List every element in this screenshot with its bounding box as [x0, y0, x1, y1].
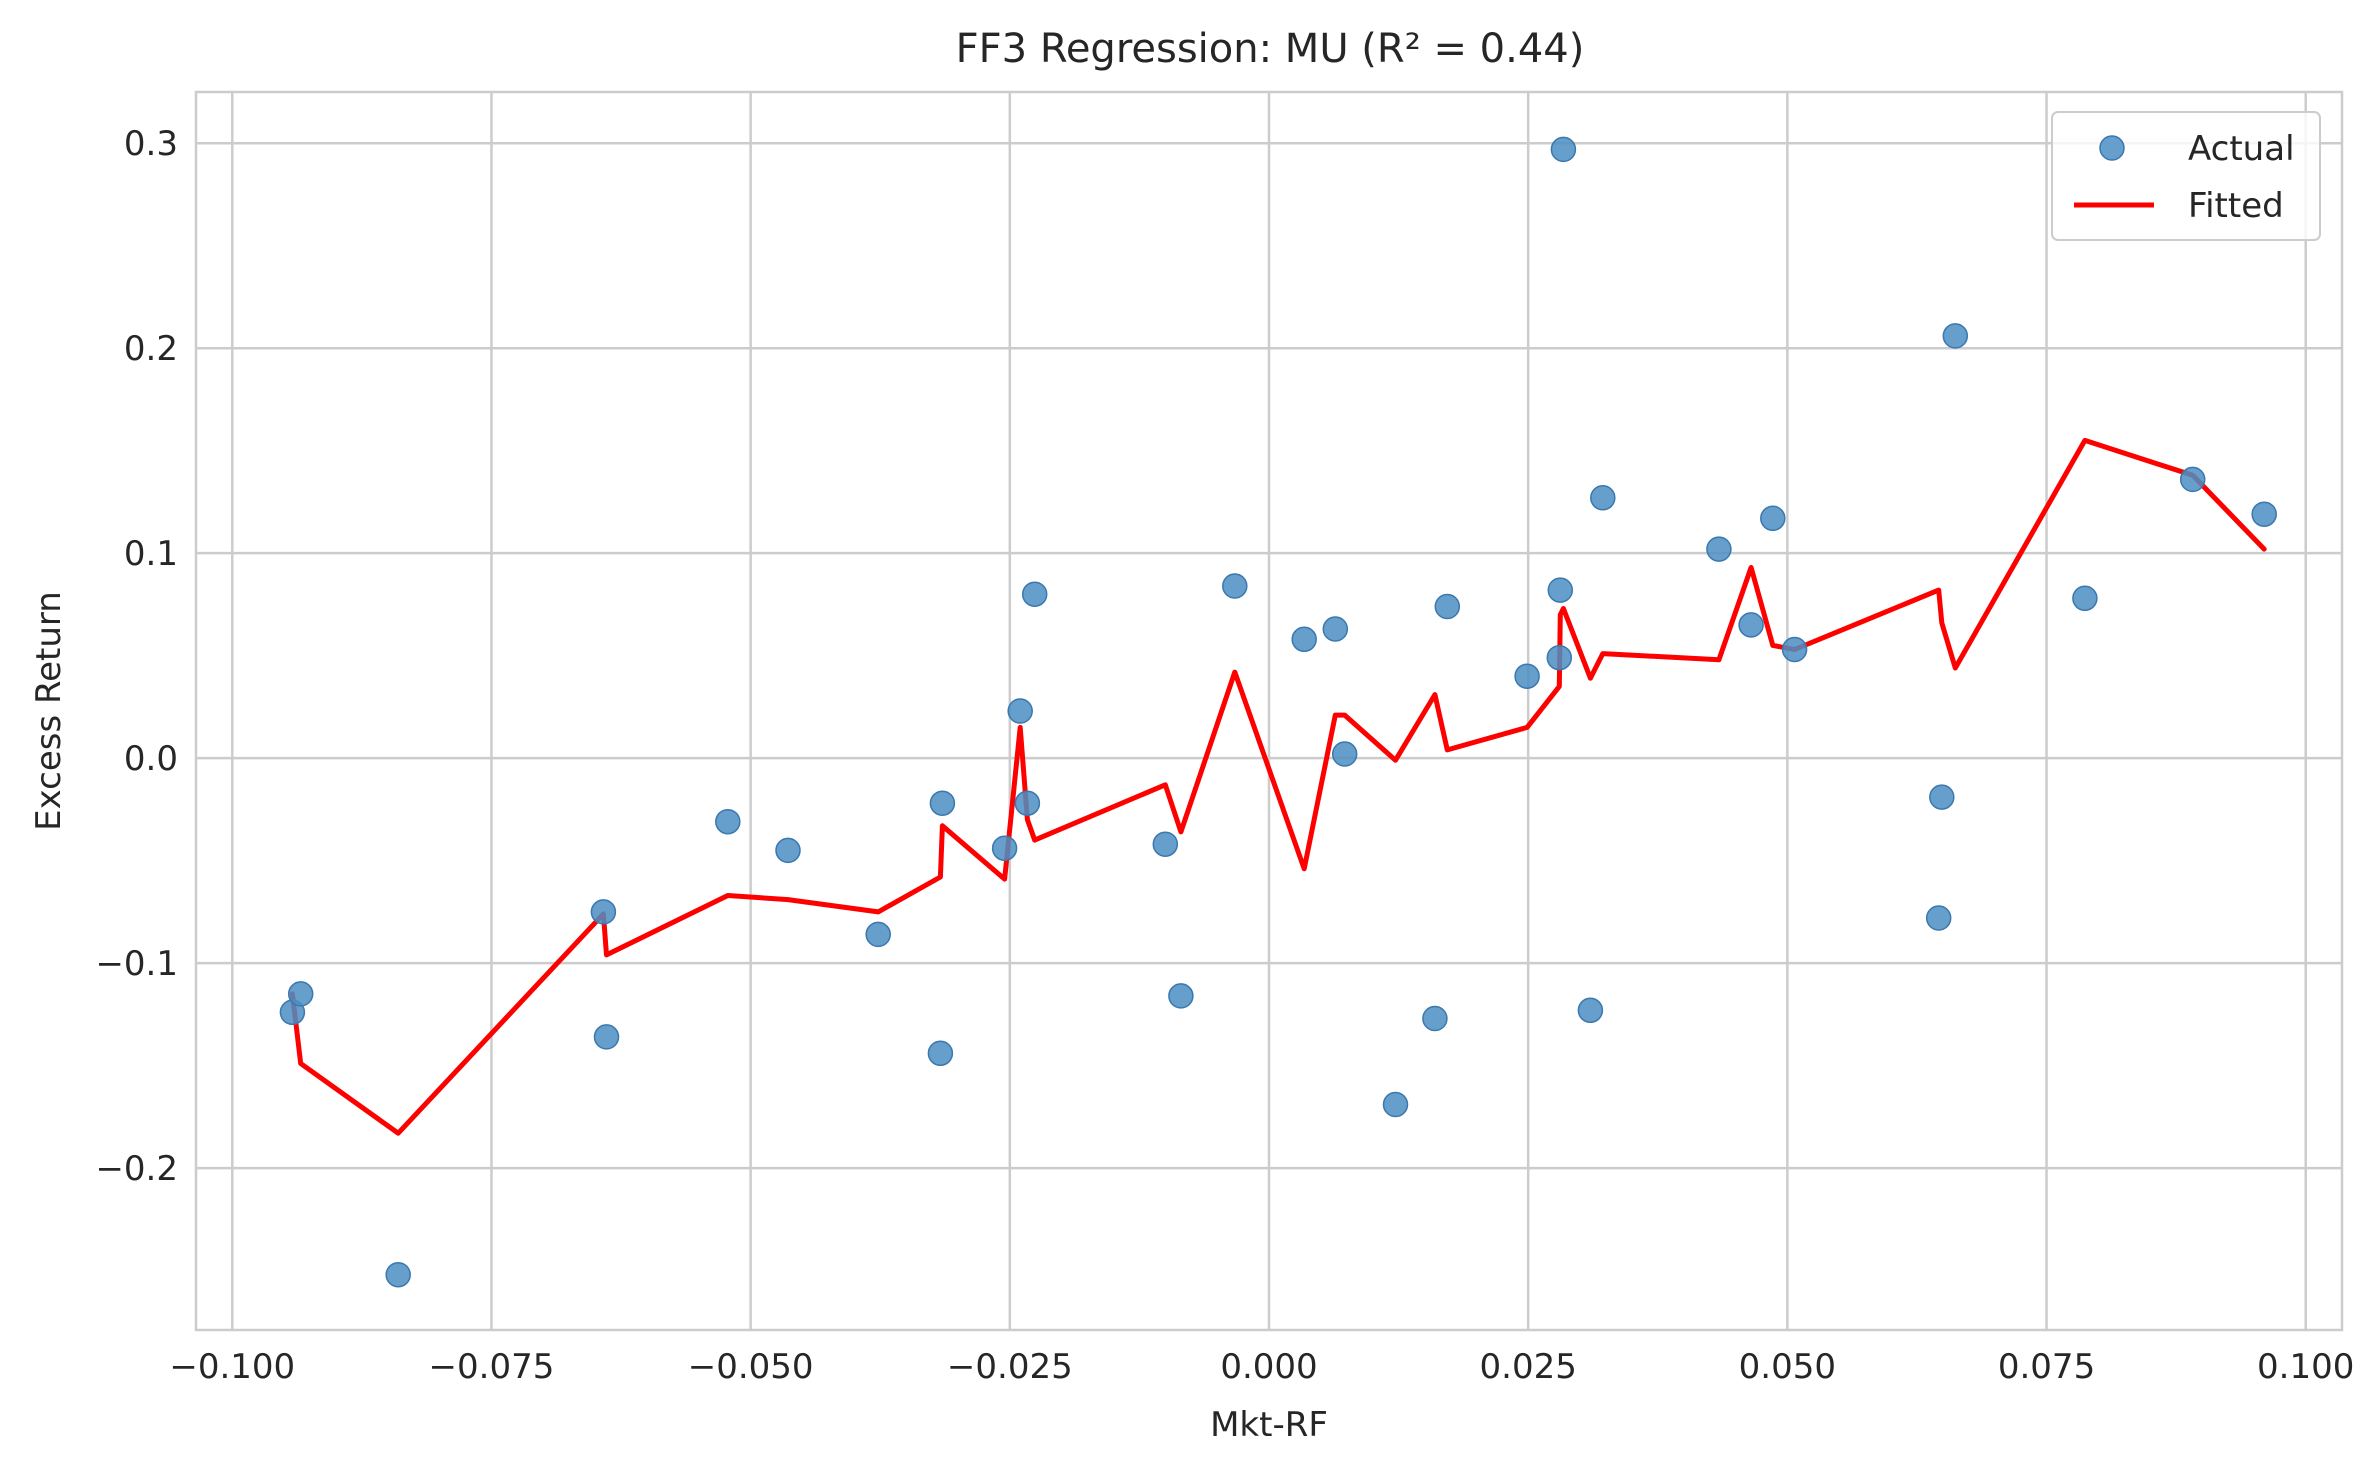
actual-point [1422, 1005, 1448, 1032]
actual-point [1929, 784, 1955, 810]
chart-title: FF3 Regression: MU (R² = 0.44) [956, 26, 1585, 72]
actual-point [1168, 983, 1194, 1009]
y-tick-label: 0.2 [124, 329, 178, 369]
actual-point [927, 1040, 954, 1067]
actual-point [715, 808, 741, 835]
actual-point [1706, 536, 1732, 562]
x-tick-label: 0.100 [2257, 1347, 2354, 1387]
legend-actual-label: Actual [2188, 129, 2295, 169]
legend: Actual Fitted [2051, 111, 2321, 241]
y-axis-ticks: −0.2 −0.1 0.0 0.1 0.2 0.3 [95, 124, 178, 1189]
x-tick-label: 0.025 [1480, 1347, 1577, 1387]
x-tick-label: 0.000 [1220, 1347, 1317, 1387]
grid [196, 92, 2342, 1330]
x-tick-label: −0.075 [429, 1347, 555, 1387]
actual-point [1021, 581, 1048, 607]
actual-point [1546, 644, 1573, 671]
y-axis-label: Excess Return [29, 591, 69, 831]
actual-point [1760, 505, 1786, 532]
y-tick-label: −0.1 [95, 944, 178, 984]
y-tick-label: 0.0 [124, 739, 178, 779]
x-tick-label: 0.050 [1739, 1347, 1836, 1387]
actual-point [1550, 136, 1577, 163]
actual-series [279, 136, 2277, 1288]
plot-frame [194, 90, 2344, 1332]
actual-point [1577, 997, 1604, 1024]
y-tick-label: 0.1 [124, 534, 178, 574]
legend-actual-marker [2099, 135, 2125, 161]
actual-point [775, 837, 801, 864]
fitted-line [289, 437, 2267, 1136]
actual-point [1738, 612, 1764, 638]
actual-point [1781, 636, 1808, 663]
actual-point [1291, 626, 1317, 653]
actual-point [287, 981, 314, 1007]
y-tick-label: −0.2 [95, 1149, 178, 1189]
actual-point [1007, 698, 1033, 724]
actual-point [1942, 323, 1969, 349]
x-axis-label: Mkt-RF [1210, 1405, 1328, 1445]
actual-point [1382, 1091, 1409, 1118]
actual-point [590, 899, 617, 925]
y-tick-label: 0.3 [124, 124, 178, 164]
actual-point [385, 1261, 411, 1288]
fitted-series [289, 437, 2267, 1136]
actual-point [2072, 585, 2098, 612]
actual-point [1222, 573, 1248, 599]
actual-point [2179, 466, 2206, 493]
actual-point [1014, 790, 1041, 816]
x-axis-ticks: −0.100 −0.075 −0.050 −0.025 0.000 0.025 0.050 0… [169, 1347, 2354, 1387]
actual-point [1152, 831, 1179, 857]
actual-point [1547, 577, 1574, 603]
actual-point [1331, 741, 1358, 767]
actual-point [991, 835, 1018, 862]
actual-point [865, 921, 891, 948]
actual-point [593, 1024, 620, 1050]
x-tick-label: −0.050 [688, 1347, 814, 1387]
x-tick-label: −0.100 [169, 1347, 295, 1387]
x-tick-label: −0.025 [947, 1347, 1073, 1387]
actual-point [1434, 593, 1461, 620]
legend-fitted-label: Fitted [2188, 186, 2284, 226]
actual-point [1514, 663, 1540, 689]
actual-point [929, 790, 956, 816]
actual-point [2251, 501, 2277, 527]
actual-point [1590, 485, 1616, 511]
x-tick-label: 0.075 [1998, 1347, 2095, 1387]
actual-point [1925, 905, 1952, 931]
actual-point [1322, 616, 1349, 642]
